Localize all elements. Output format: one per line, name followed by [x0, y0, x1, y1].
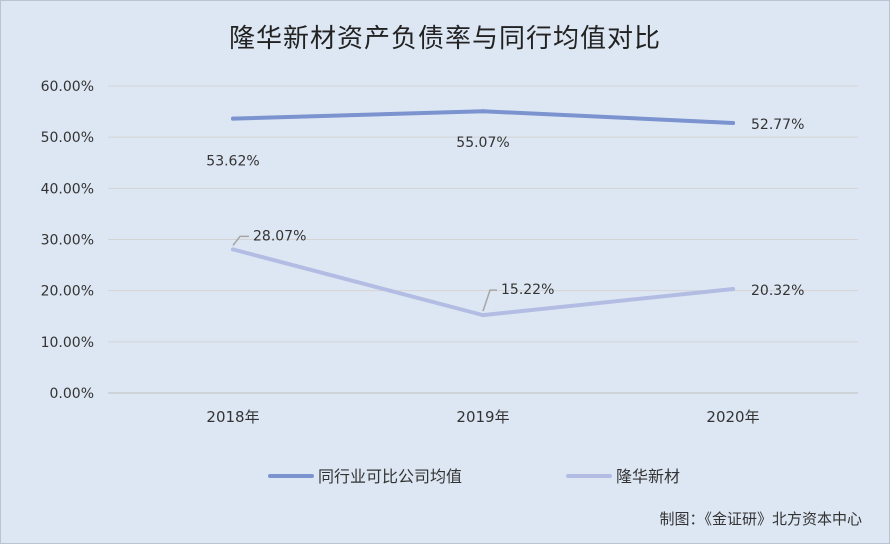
y-tick-label: 50.00%: [41, 130, 94, 146]
series-line: [231, 247, 735, 318]
series-layer: [231, 109, 735, 318]
legend: 同行业可比公司均值 隆华新材: [268, 467, 680, 486]
data-point: [731, 287, 735, 292]
data-label: 15.22%: [501, 282, 554, 298]
data-label: 28.07%: [253, 228, 306, 244]
x-tick-label: 2020年: [706, 408, 759, 426]
chart-title: 隆华新材资产负债率与同行均值对比: [228, 24, 661, 54]
y-axis-tick-labels: 0.00% 10.00% 20.00% 30.00% 40.00% 50.00% 60.00…: [41, 79, 94, 402]
data-label: 53.62%: [206, 154, 259, 170]
x-tick-label: 2018年: [206, 408, 259, 426]
y-tick-label: 20.00%: [41, 284, 94, 300]
y-tick-label: 10.00%: [41, 335, 94, 351]
data-label: 20.32%: [751, 283, 804, 299]
y-tick-label: 40.00%: [41, 181, 94, 197]
source-credit: 制图：《金证研》北方资本中心: [659, 510, 862, 528]
data-point: [231, 247, 235, 252]
data-point: [731, 120, 735, 125]
x-tick-label: 2019年: [456, 408, 509, 426]
data-label: 55.07%: [456, 135, 509, 151]
data-labels-layer: 53.62% 55.07% 52.77% 28.07% 15.22% 20.32%: [206, 117, 804, 312]
data-point: [481, 109, 485, 114]
x-axis-tick-labels: 2018年 2019年 2020年: [206, 408, 759, 426]
gridlines: [108, 85, 858, 394]
legend-label: 同行业可比公司均值: [318, 467, 462, 486]
y-tick-label: 30.00%: [41, 233, 94, 249]
data-point: [231, 116, 235, 121]
data-point: [481, 313, 485, 318]
label-leader-line: [482, 289, 497, 312]
label-leader-line: [232, 235, 249, 246]
y-tick-label: 60.00%: [41, 79, 94, 95]
data-label: 52.77%: [751, 117, 804, 133]
y-tick-label: 0.00%: [50, 386, 94, 402]
legend-label: 隆华新材: [616, 467, 680, 486]
